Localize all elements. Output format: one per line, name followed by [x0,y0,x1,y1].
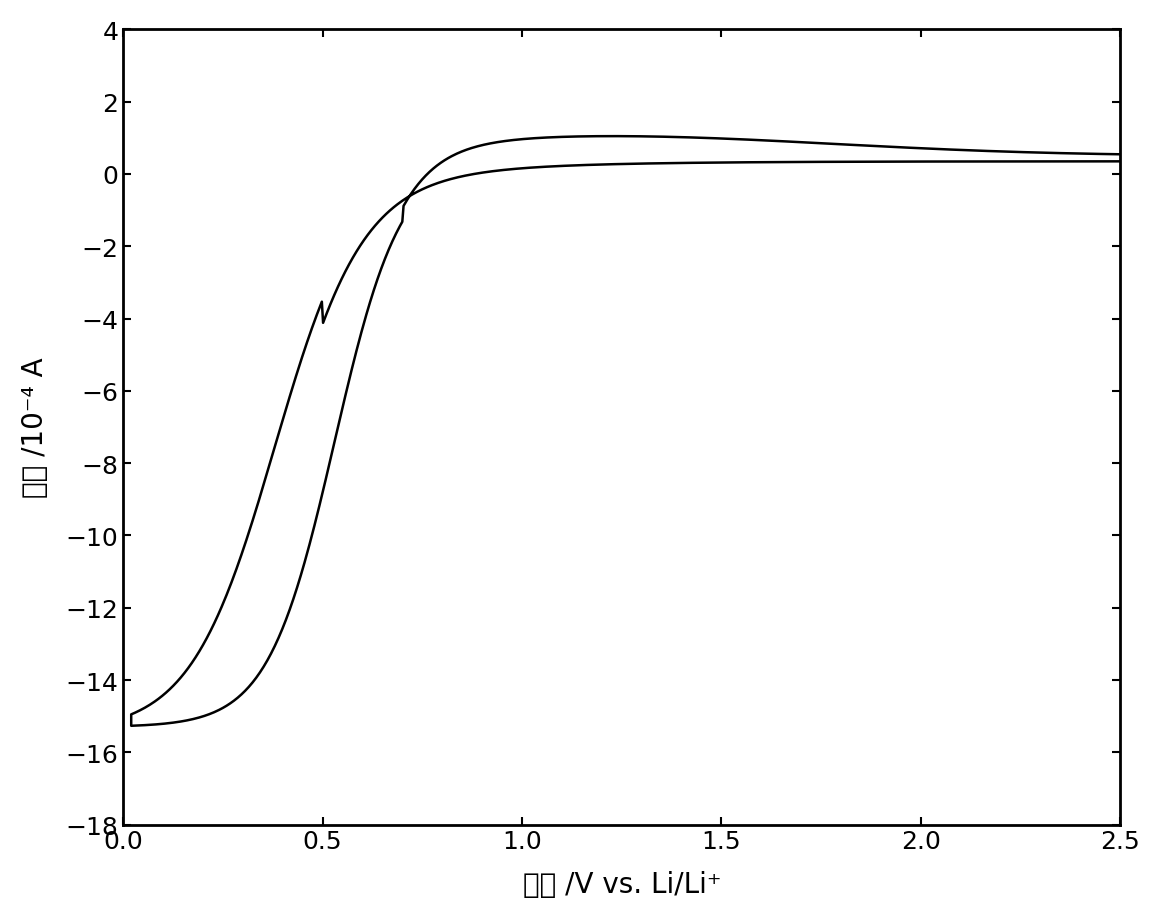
Y-axis label: 电流 /10⁻⁴ A: 电流 /10⁻⁴ A [21,357,49,498]
X-axis label: 电压 /V vs. Li/Li⁺: 电压 /V vs. Li/Li⁺ [522,870,721,898]
